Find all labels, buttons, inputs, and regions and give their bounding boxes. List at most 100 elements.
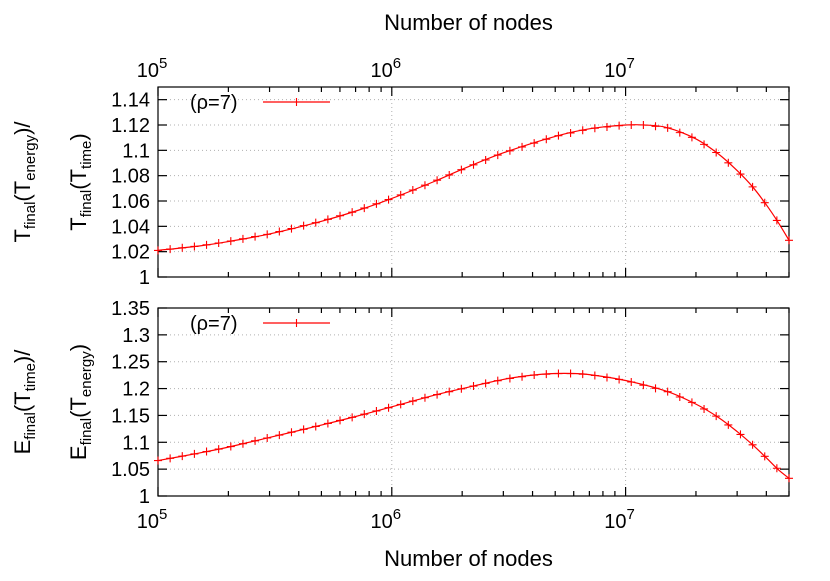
series-point: [166, 454, 175, 463]
series-point: [457, 384, 466, 393]
series-point: [566, 369, 575, 378]
series-point: [202, 240, 211, 249]
legend-label: (ρ=7): [190, 313, 238, 335]
y-tick-label: 1.3: [122, 325, 150, 347]
panel-top: 1 1.02 1.04 1.06 1.08 1.1 1.12 1.14 105 106 107 Num…: [10, 10, 793, 289]
series-point: [420, 393, 429, 402]
series-point: [493, 376, 502, 385]
series-point: [481, 155, 490, 164]
y-tick-label: 1.1: [122, 140, 150, 162]
series-point: [445, 387, 454, 396]
series-point: [675, 393, 684, 402]
x-tick-label: 106: [370, 506, 401, 533]
plot-frame: [157, 307, 790, 497]
y-tick-label: 1.04: [111, 216, 150, 238]
series-point: [433, 176, 442, 185]
series-point: [566, 128, 575, 137]
series-point: [360, 204, 369, 213]
series-point: [287, 428, 296, 437]
y-tick-label: 1.08: [111, 166, 150, 188]
series-point: [336, 211, 345, 220]
y-tick-label: 1.14: [111, 90, 150, 112]
series-point: [154, 246, 162, 255]
y-axis-label-outer: Efinal(Ttime)/: [10, 349, 39, 455]
series-point: [214, 239, 223, 248]
series-point: [433, 390, 442, 399]
x-tick-label: 106: [370, 55, 401, 82]
series-point: [348, 208, 357, 217]
series-point: [760, 198, 769, 207]
series-point: [772, 464, 781, 473]
series-point: [178, 452, 187, 461]
y-tick-label: 1.35: [111, 298, 150, 320]
y-tick-label: 1.25: [111, 352, 150, 374]
series-point: [590, 124, 599, 133]
series-point: [627, 121, 636, 129]
series-point: [675, 128, 684, 137]
series-point: [311, 422, 320, 431]
legend-marker: [292, 98, 301, 106]
series-point: [590, 371, 599, 380]
series-point: [663, 387, 672, 396]
series-point: [493, 151, 502, 160]
series-point: [311, 218, 320, 227]
x-tick-label: 105: [137, 55, 168, 82]
x-tick-label: 107: [604, 506, 635, 533]
series-point: [408, 186, 417, 195]
series-point: [469, 160, 478, 169]
series-point: [615, 375, 624, 384]
series-point: [639, 121, 648, 129]
series-point: [275, 227, 284, 236]
series-point: [651, 384, 660, 393]
series-point: [639, 381, 648, 390]
series-point: [275, 431, 284, 440]
legend-label: (ρ=7): [190, 92, 238, 114]
y-tick-label: 1.12: [111, 115, 150, 137]
series-point: [736, 170, 745, 179]
series-point: [748, 182, 757, 191]
y-tick-label: 1.05: [111, 459, 150, 481]
series-point: [760, 452, 769, 461]
series-point: [736, 430, 745, 439]
y-tick-label: 1: [139, 486, 150, 508]
series-point: [687, 398, 696, 407]
series-point: [712, 412, 721, 421]
series-point: [408, 397, 417, 406]
series-point: [190, 449, 199, 458]
series-point: [420, 181, 429, 190]
series-point: [251, 232, 260, 241]
series-point: [651, 122, 660, 131]
series-point: [396, 190, 405, 199]
series-point: [724, 158, 733, 167]
series-point: [518, 142, 527, 151]
series-point: [226, 442, 235, 451]
series-point: [323, 215, 332, 224]
series-point: [348, 413, 357, 422]
series-point: [578, 370, 587, 379]
series-point: [772, 216, 781, 225]
series-point: [202, 447, 211, 456]
series-point: [360, 410, 369, 419]
plot-frame: [157, 86, 790, 278]
series-point: [445, 170, 454, 179]
series-point: [372, 406, 381, 415]
y-axis-label-inner: Efinal(Tenergy): [66, 344, 95, 460]
x-tick-label: 105: [137, 506, 168, 533]
y-axis-label-inner: Tfinal(Ttime): [66, 133, 95, 230]
series-point: [518, 372, 527, 381]
series-point: [554, 369, 563, 378]
series-point: [469, 382, 478, 391]
series-point: [154, 456, 162, 465]
series-point: [530, 371, 539, 380]
series-point: [785, 236, 793, 245]
series-point: [396, 400, 405, 409]
series-point: [785, 474, 793, 483]
series-point: [724, 420, 733, 429]
series-point: [251, 436, 260, 445]
series-point: [748, 440, 757, 449]
series-point: [700, 404, 709, 413]
y-axis-label-outer: Tfinal(Tenergy)/: [10, 121, 39, 243]
series-point: [384, 403, 393, 412]
series-point: [505, 374, 514, 383]
